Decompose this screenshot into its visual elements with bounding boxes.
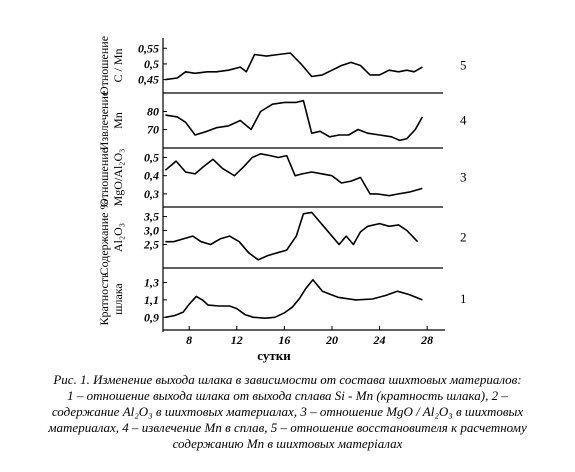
panel-number: 1 — [460, 291, 467, 306]
series-line-5 — [165, 52, 423, 81]
y-tick-label: 1,3 — [144, 275, 159, 289]
x-tick-label: 28 — [420, 333, 433, 347]
series-line-1 — [165, 278, 423, 320]
y-tick-label: 0,55 — [138, 41, 159, 55]
figure-caption: Рис. 1. Изменение выхода шлака в зависим… — [6, 372, 569, 452]
series-line-2 — [165, 211, 419, 261]
y-axis-label: C / Mn — [111, 48, 125, 82]
y-tick-label: 1,1 — [144, 293, 159, 307]
panel-number: 3 — [460, 170, 467, 185]
x-tick-label: 24 — [373, 333, 386, 347]
y-tick-label: 2,5 — [143, 237, 159, 251]
x-tick-label: 16 — [278, 333, 290, 347]
y-tick-label: 3,5 — [143, 210, 159, 224]
y-tick-label: 0,5 — [144, 57, 159, 71]
y-tick-label: 0,3 — [144, 187, 159, 201]
y-axis-label: шлака — [111, 283, 125, 315]
y-axis-label: MgO/Al₂O₃ — [111, 149, 125, 207]
panel-number: 4 — [460, 113, 467, 128]
panel-number: 5 — [460, 58, 467, 73]
y-tick-label: 0,4 — [144, 169, 159, 183]
caption-line-2: 1 – отношение выхода шлака от выхода спл… — [67, 388, 508, 403]
caption-line-1: Рис. 1. Изменение выхода шлака в зависим… — [53, 372, 522, 387]
caption-line-3: содержание Al₂O₃ в шихтовых материалах, … — [51, 404, 524, 419]
x-tick-label: 12 — [231, 333, 243, 347]
y-tick-label: 0,9 — [144, 310, 159, 324]
panel-number: 2 — [460, 230, 467, 245]
y-axis-label: Извлечение — [97, 91, 111, 150]
y-axis-label: Отношение — [97, 36, 111, 95]
y-axis-label: Al₂O₃ — [111, 223, 125, 252]
panel-5: 0,45 0,5 0,55 Отношение C / Mn 5 — [97, 36, 467, 95]
panel-1: 0,9 1,1 1,3 Кратность шлака 1 — [97, 272, 467, 331]
panel-2: 2,53,03,5 Содержание % Al₂O₃ 2 — [97, 200, 467, 276]
x-axis-label: сутки — [257, 348, 291, 363]
series-line-3 — [164, 153, 423, 197]
caption-line-4: материалах, 4 – извлечение Mn в сплав, 5… — [48, 420, 527, 435]
y-axis-label: Кратность — [97, 272, 111, 326]
y-tick-label: 80 — [147, 104, 159, 118]
caption-line-5: содержанию Mn в шихтовых матеріалах — [172, 436, 403, 451]
y-tick-label: 3,0 — [143, 224, 159, 238]
x-tick-label: 8 — [186, 333, 192, 347]
panel-4: 70 80 Извлечение Mn 4 — [97, 91, 467, 150]
y-axis-label: Содержание % — [97, 200, 111, 276]
y-axis-label: Отношение — [97, 148, 111, 207]
y-axis-label: Mn — [111, 112, 125, 129]
y-tick-label: 0,5 — [144, 150, 159, 164]
panel-3: 0,3 0,4 0,5 Отношение MgO/Al₂O₃ 3 — [97, 148, 467, 208]
x-tick-label: 20 — [325, 333, 338, 347]
series-line-4 — [165, 99, 424, 142]
y-tick-label: 70 — [147, 123, 159, 137]
y-tick-label: 0,45 — [138, 73, 159, 87]
